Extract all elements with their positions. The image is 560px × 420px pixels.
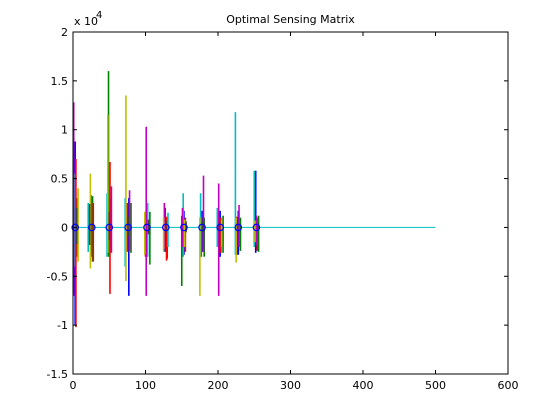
x-tick-label: 100 bbox=[135, 379, 156, 392]
center-marker-0 bbox=[71, 223, 79, 232]
plot-background bbox=[73, 32, 508, 374]
data-layer bbox=[71, 71, 436, 328]
y-tick-label: 0.5 bbox=[51, 173, 69, 186]
center-marker-2 bbox=[105, 223, 114, 232]
y-tick-label: 2 bbox=[61, 26, 68, 39]
x-tick-label: 500 bbox=[425, 379, 446, 392]
y-tick-label: 1 bbox=[61, 124, 68, 137]
x-tick-label: 300 bbox=[280, 379, 301, 392]
center-marker-1 bbox=[88, 223, 96, 232]
y-scale-exponent: 4 bbox=[96, 10, 102, 21]
y-tick-label: 1.5 bbox=[51, 75, 69, 88]
x-tick-label: 0 bbox=[70, 379, 77, 392]
chart-title: Optimal Sensing Matrix bbox=[226, 13, 355, 26]
x-tick-label: 200 bbox=[208, 379, 229, 392]
x-tick-label: 600 bbox=[498, 379, 519, 392]
center-marker-6 bbox=[180, 223, 188, 232]
center-marker-9 bbox=[234, 223, 243, 232]
x-tick-label: 400 bbox=[353, 379, 374, 392]
center-marker-4 bbox=[143, 223, 151, 232]
center-marker-3 bbox=[124, 223, 132, 232]
y-tick-label: -1.5 bbox=[47, 368, 68, 381]
y-scale-factor: x 10 bbox=[74, 15, 98, 28]
center-marker-8 bbox=[216, 223, 224, 232]
center-marker-10 bbox=[252, 223, 261, 232]
center-marker-5 bbox=[162, 223, 170, 232]
center-marker-7 bbox=[198, 223, 206, 232]
y-tick-label: -1 bbox=[57, 319, 68, 332]
y-tick-label: 0 bbox=[61, 221, 68, 234]
axes-layer: 0 100 200 300 400 500 600 -1.5 -1 -0.5 0 0.5 1 1.5 2 bbox=[47, 26, 519, 392]
y-tick-label: -0.5 bbox=[47, 270, 68, 283]
